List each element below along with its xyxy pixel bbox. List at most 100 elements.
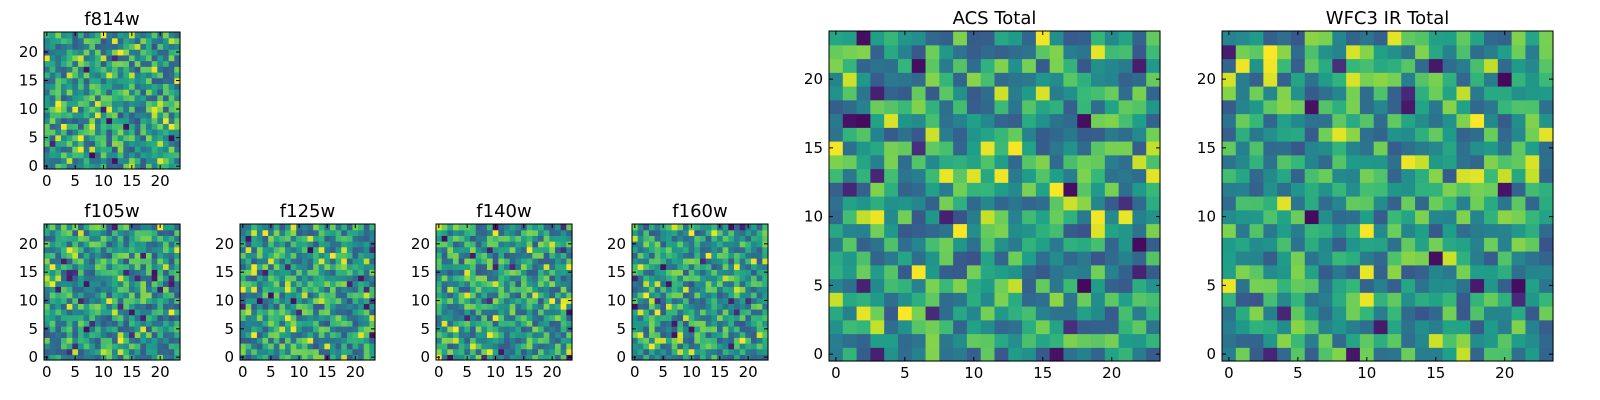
heatmap-cell [453,229,460,236]
heatmap-cell [330,326,337,333]
heatmap-cell [1049,292,1065,307]
heatmap-cell [273,263,280,270]
heatmap-cell [1332,99,1347,115]
heatmap-cell [346,337,354,344]
heatmap-cell [756,297,763,304]
heatmap-cell [89,241,96,248]
heatmap-cell [151,269,158,276]
heatmap-cell [324,269,331,276]
heatmap-cell [447,224,454,231]
heatmap-cell [268,252,275,259]
heatmap-cell [240,252,247,259]
heatmap-cell [939,127,954,142]
heatmap-cell [49,43,56,50]
heatmap-cell [106,134,113,142]
heatmap-cell [700,275,707,282]
heatmap-cell [335,252,342,259]
heatmap-cell [100,337,107,344]
heatmap-cell [829,44,844,60]
heatmap-cell [953,58,968,73]
heatmap-cell [842,127,858,142]
heatmap-cell [89,60,96,67]
heatmap-cell [1373,264,1389,280]
heatmap-cell [509,258,516,265]
heatmap-cell [151,229,158,236]
heatmap-cell [739,269,746,276]
heatmap-cell [341,297,348,304]
heatmap-cell [89,303,96,310]
heatmap-cell [330,320,337,327]
heatmap-cell [318,331,325,338]
heatmap-cell [251,297,258,304]
heatmap-cell [324,229,331,236]
heatmap-cell [251,309,258,316]
heatmap-cell [566,314,573,321]
heatmap-cell [1525,292,1540,307]
heatmap-cell [1332,72,1347,87]
heatmap-cell [966,223,982,238]
heatmap-cell [151,157,158,164]
heatmap-cell [441,297,448,304]
heatmap-cell [492,292,499,299]
heatmap-cell [296,331,303,338]
heatmap-cell [1049,99,1065,115]
heatmap-cell [953,31,968,46]
heatmap-cell [256,331,264,338]
heatmap-cell [526,241,533,248]
heatmap-cell [1222,264,1237,280]
heatmap-cell [1359,113,1375,128]
heatmap-cell [55,269,62,276]
heatmap-cell [1442,306,1458,321]
heatmap-cell [123,314,130,321]
heatmap-cell [1063,333,1078,348]
heatmap-cell [268,331,275,338]
heatmap-cell [49,134,56,142]
heatmap-cell [649,280,656,287]
heatmap-cell [140,252,147,259]
heatmap-cell [1263,182,1278,197]
heatmap-cell [346,297,354,304]
heatmap-cell [358,337,365,344]
heatmap-cell [49,280,56,287]
heatmap-cell [1415,127,1430,142]
heatmap-cell [358,258,365,265]
heatmap-cell [1263,154,1278,170]
heatmap-cell [515,292,522,299]
heatmap-cell [1428,306,1444,321]
heatmap-cell [95,337,102,344]
heatmap-cell [369,320,376,327]
heatmap-cell [49,140,56,147]
heatmap-cell [649,337,656,344]
heatmap-cell [756,241,763,248]
heatmap-cell [44,123,51,130]
heatmap-cell [671,235,678,242]
heatmap-cell [980,154,996,170]
heatmap-cell [168,163,175,170]
heatmap-cell [728,241,735,248]
heatmap-cell [464,331,471,338]
heatmap-cell [1497,196,1513,211]
heatmap-cell [95,129,102,136]
heatmap-cell [543,224,550,231]
heatmap-cell [262,303,269,310]
heatmap-cell [296,263,303,270]
heatmap-cell [1318,168,1333,183]
heatmap-cell [72,100,79,107]
heatmap-cell [953,306,968,321]
heatmap-cell [72,94,79,102]
heatmap-cell [106,337,113,344]
heatmap-cell [1077,58,1092,73]
heatmap-cell [318,269,325,276]
heatmap-cell [464,275,471,282]
heatmap-cell [980,196,996,211]
heatmap-cell [324,246,331,253]
heatmap-cell [318,292,325,299]
heatmap-cell [1539,196,1554,211]
heatmap-cell [649,348,656,355]
heatmap-cell [884,237,899,252]
heatmap-cell [532,326,539,333]
heatmap-cell [89,94,96,102]
heatmap-cell [660,337,667,344]
heatmap-cell [285,241,292,248]
heatmap-cell [637,348,644,355]
